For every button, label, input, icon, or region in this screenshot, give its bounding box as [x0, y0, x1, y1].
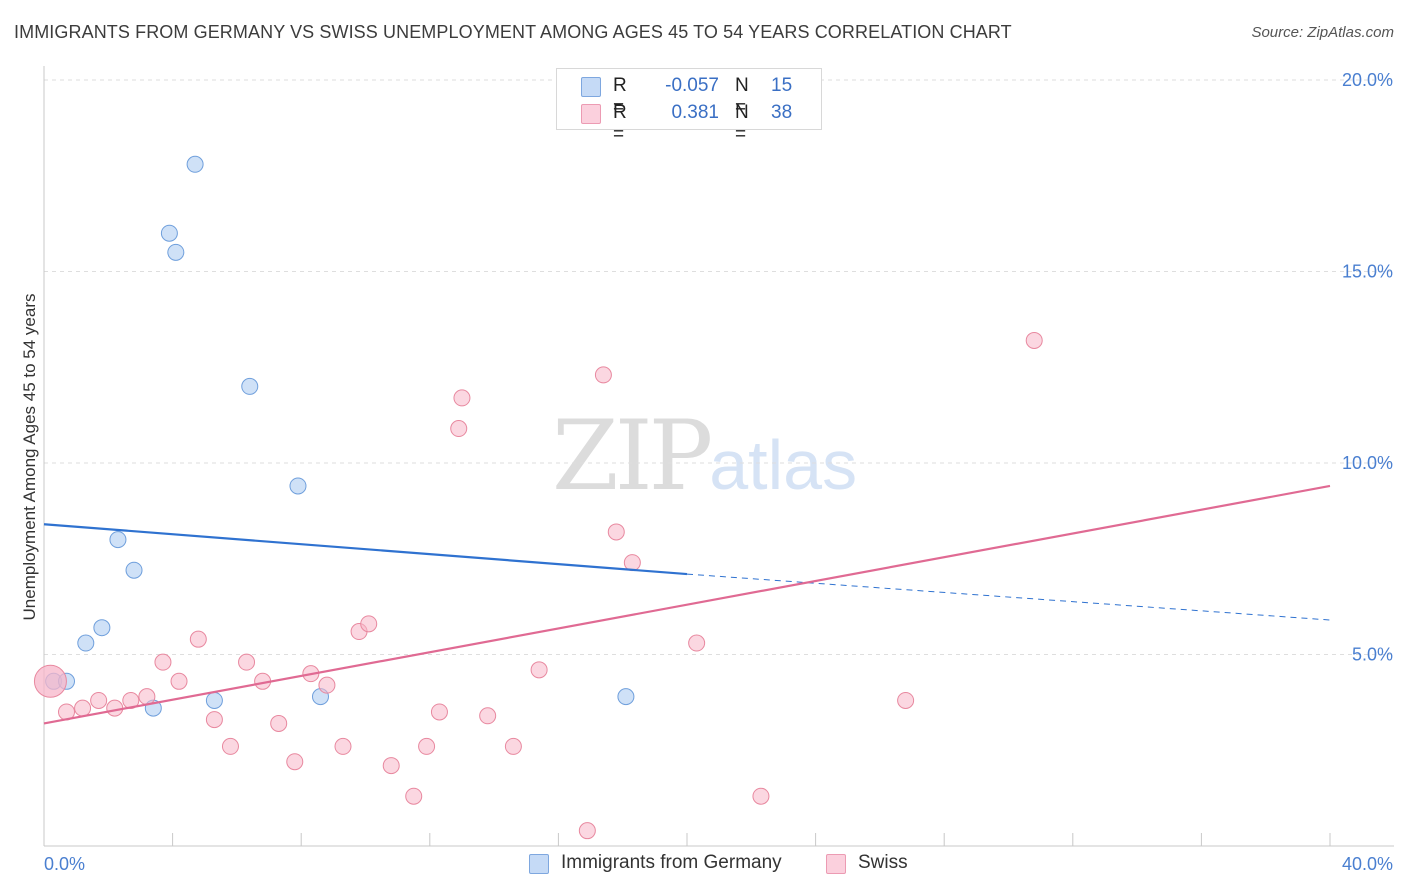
bottom-legend-swatch-germany	[529, 854, 549, 874]
point-germany	[93, 619, 111, 637]
point-swiss	[578, 822, 596, 840]
point-swiss	[453, 389, 471, 407]
watermark-zip: ZIP	[552, 400, 713, 512]
point-swiss	[897, 691, 915, 709]
point-swiss	[270, 714, 288, 732]
point-germany	[205, 691, 223, 709]
y-tick-label: 10.0%	[1342, 453, 1393, 473]
trendline-germany-extrapolated	[686, 573, 1331, 621]
point-swiss	[530, 661, 548, 679]
point-swiss	[450, 420, 468, 438]
point-swiss	[430, 703, 448, 721]
legend-n-label-germany: N =	[735, 75, 749, 118]
point-swiss	[189, 630, 207, 648]
point-swiss	[334, 737, 352, 755]
point-swiss	[594, 366, 612, 384]
point-germany	[125, 561, 143, 579]
trendline-germany	[43, 523, 688, 576]
source-label: Source: ZipAtlas.com	[1251, 24, 1394, 41]
legend-n-value-germany: 15	[771, 75, 793, 96]
point-swiss	[607, 523, 625, 541]
y-tick-label: 15.0%	[1342, 262, 1393, 282]
point-swiss	[170, 672, 188, 690]
point-swiss	[752, 787, 770, 805]
point-swiss	[1025, 331, 1043, 349]
x-tick-label: 0.0%	[44, 854, 85, 874]
correlation-legend: R = -0.057 N = 15 R = 0.381 N = 38	[556, 68, 822, 145]
point-germany	[160, 224, 178, 242]
point-swiss	[138, 688, 156, 706]
point-germany	[186, 155, 204, 173]
point-swiss	[90, 691, 108, 709]
point-swiss	[33, 664, 67, 698]
legend-n-label-swiss: N =	[735, 102, 749, 145]
legend-r-label-swiss: R =	[613, 102, 627, 145]
chart-title: IMMIGRANTS FROM GERMANY VS SWISS UNEMPLO…	[14, 22, 1012, 42]
point-swiss	[688, 634, 706, 652]
bottom-legend-label-swiss: Swiss	[858, 852, 908, 873]
bottom-legend-label-germany: Immigrants from Germany	[561, 852, 782, 873]
point-germany	[289, 477, 307, 495]
point-swiss	[382, 757, 400, 775]
point-swiss	[106, 699, 124, 717]
point-germany	[167, 243, 185, 261]
bottom-legend-swatch-swiss	[826, 854, 846, 874]
point-swiss	[221, 737, 239, 755]
watermark-atlas: atlas	[709, 426, 858, 504]
y-axis-title: Unemployment Among Ages 45 to 54 years	[20, 293, 39, 621]
legend-swatch-germany	[581, 77, 601, 97]
point-germany	[77, 634, 95, 652]
point-swiss	[623, 554, 641, 572]
watermark: ZIPatlas	[552, 400, 857, 512]
legend-r-label-germany: R =	[613, 75, 627, 118]
y-tick-label: 5.0%	[1352, 645, 1393, 665]
point-swiss	[318, 676, 336, 694]
point-germany	[109, 531, 127, 549]
point-germany	[617, 688, 635, 706]
point-swiss	[238, 653, 256, 671]
point-swiss	[205, 711, 223, 729]
y-tick-label: 20.0%	[1342, 70, 1393, 90]
point-germany	[241, 377, 259, 395]
x-tick-label: 40.0%	[1342, 854, 1393, 874]
point-swiss	[418, 737, 436, 755]
trendline-swiss	[43, 484, 1331, 725]
point-swiss	[154, 653, 172, 671]
legend-r-value-germany: -0.057	[665, 75, 719, 96]
point-swiss	[286, 753, 304, 771]
point-swiss	[360, 615, 378, 633]
legend-n-value-swiss: 38	[771, 102, 793, 123]
legend-r-value-swiss: 0.381	[671, 102, 719, 123]
point-swiss	[405, 787, 423, 805]
legend-swatch-swiss	[581, 104, 601, 124]
point-swiss	[74, 699, 92, 717]
point-swiss	[504, 737, 522, 755]
point-swiss	[479, 707, 497, 725]
